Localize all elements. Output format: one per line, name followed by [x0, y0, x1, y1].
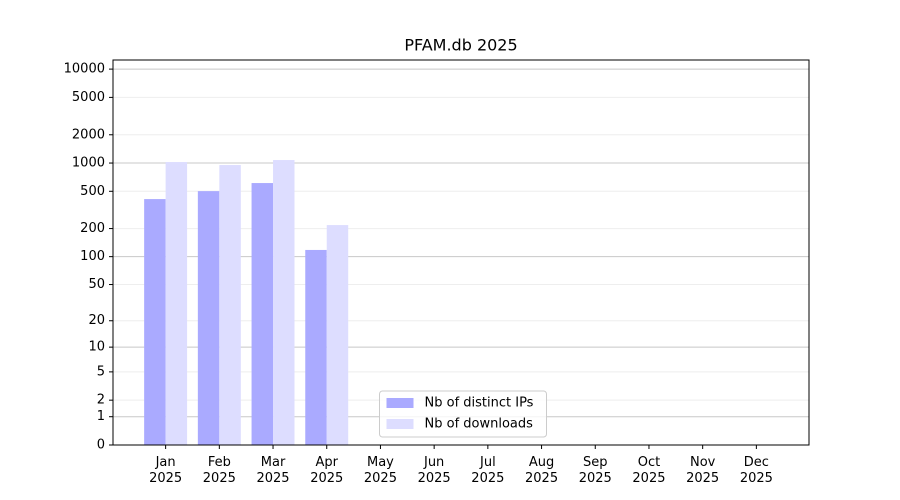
y-tick-label: 5 [97, 364, 105, 379]
y-tick-label: 1 [97, 409, 105, 424]
x-tick-label: Jan 2025 [149, 455, 182, 486]
x-tick-label: May 2025 [364, 455, 397, 486]
y-tick-label: 20 [88, 313, 105, 328]
y-tick-label: 1000 [72, 156, 105, 171]
bar [219, 165, 241, 445]
legend-swatch [386, 419, 414, 429]
y-tick-label: 100 [80, 249, 105, 264]
bar [273, 160, 295, 445]
x-tick-label: Nov 2025 [686, 455, 719, 486]
x-tick-label: Dec 2025 [740, 455, 773, 486]
bar [144, 199, 166, 445]
y-tick-label: 5000 [72, 90, 105, 105]
y-tick-label: 2 [97, 393, 105, 408]
x-tick-label: Sep 2025 [579, 455, 612, 486]
legend-label: Nb of distinct IPs [425, 396, 534, 411]
y-tick-label: 10 [88, 340, 105, 355]
x-tick-label: Aug 2025 [525, 455, 558, 486]
y-tick-label: 500 [80, 184, 105, 199]
x-tick-label: Mar 2025 [256, 455, 289, 486]
y-tick-label: 0 [97, 438, 105, 453]
x-tick-label: Feb 2025 [203, 455, 236, 486]
y-tick-label: 2000 [72, 127, 105, 142]
y-tick-label: 200 [80, 221, 105, 236]
bar [165, 162, 188, 445]
legend-box [379, 390, 547, 438]
legend-label: Nb of downloads [425, 417, 534, 432]
bar [326, 225, 349, 445]
y-tick-label: 50 [88, 277, 105, 292]
y-tick-label: 10000 [64, 62, 105, 77]
plot-frame [112, 59, 810, 446]
legend-swatch [386, 398, 414, 408]
x-tick-label: Jul 2025 [471, 455, 504, 486]
x-tick-label: Apr 2025 [310, 455, 343, 486]
bar [197, 191, 220, 445]
x-tick-label: Oct 2025 [632, 455, 665, 486]
bar [251, 183, 274, 445]
chart-title: PFAM.db 2025 [404, 36, 517, 55]
x-tick-label: Jun 2025 [418, 455, 451, 486]
legend: Nb of distinct IPs Nb of downloads [379, 390, 547, 438]
bar [305, 249, 327, 445]
